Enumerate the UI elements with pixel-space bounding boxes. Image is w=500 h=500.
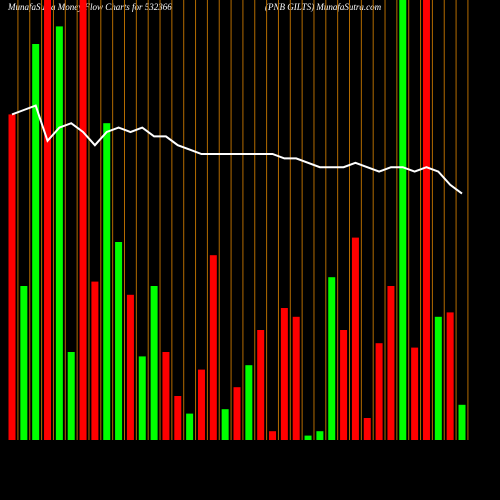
bar xyxy=(138,356,146,440)
bar xyxy=(351,237,359,440)
bar xyxy=(150,286,158,440)
chart-title: MunafaSutra Money Flow Charts for 532366 xyxy=(7,2,172,12)
bar xyxy=(20,286,28,440)
bar xyxy=(434,316,442,440)
bar xyxy=(221,409,229,440)
bar xyxy=(375,343,383,440)
bar xyxy=(292,316,300,440)
bar xyxy=(197,369,205,440)
bar xyxy=(269,431,277,440)
bar xyxy=(446,312,454,440)
bar xyxy=(340,330,348,440)
bar xyxy=(91,281,99,440)
bar xyxy=(280,308,288,440)
bar xyxy=(126,294,134,440)
bar xyxy=(44,0,52,440)
bar xyxy=(79,0,87,440)
bar xyxy=(422,0,430,440)
bar xyxy=(257,330,265,440)
bar xyxy=(458,404,466,440)
trend-line xyxy=(11,104,463,195)
bar xyxy=(8,114,16,440)
bar xyxy=(115,242,123,440)
bar xyxy=(67,352,75,440)
bar xyxy=(32,44,40,440)
bar xyxy=(245,365,253,440)
bar xyxy=(55,26,63,440)
bar xyxy=(316,431,324,440)
bar xyxy=(103,123,111,440)
bar xyxy=(411,347,419,440)
plot-area xyxy=(8,0,466,440)
bar xyxy=(174,396,182,440)
bar xyxy=(186,413,194,440)
bar xyxy=(328,277,336,440)
chart-subtitle: (PNB GILTS) MunafaSutra.com xyxy=(265,2,382,12)
bar xyxy=(399,0,407,440)
bar xyxy=(162,352,170,440)
bar xyxy=(387,286,395,440)
bar xyxy=(304,435,312,440)
bar xyxy=(233,387,241,440)
bar xyxy=(209,255,217,440)
bar xyxy=(363,418,371,440)
